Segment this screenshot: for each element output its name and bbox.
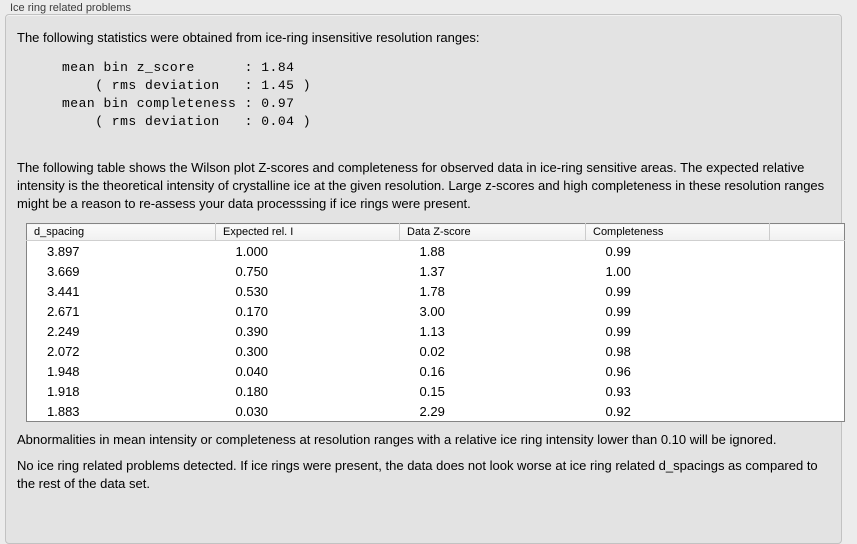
table-cell-empty	[770, 361, 845, 381]
table-cell: 1.78	[419, 283, 445, 299]
table-row[interactable]: 2.671 0.170 3.00 0.99	[27, 301, 845, 321]
table-cell-empty	[770, 241, 845, 262]
table-cell: 1.88	[419, 243, 445, 259]
column-header-d-spacing[interactable]: d_spacing	[26, 223, 216, 241]
table-cell: 0.16	[419, 363, 445, 379]
table-cell: 0.040	[235, 363, 269, 379]
table-cell: 3.441	[47, 283, 80, 299]
table-cell: 3.897	[47, 243, 80, 259]
table-cell: 0.170	[235, 303, 269, 319]
table-cell: 0.99	[605, 323, 631, 339]
table-cell: 2.249	[47, 323, 80, 339]
table-cell: 2.671	[47, 303, 80, 319]
table-cell: 1.918	[47, 383, 80, 399]
column-header-data-z-score[interactable]: Data Z-score	[399, 223, 586, 241]
table-cell: 0.02	[419, 343, 445, 359]
table-cell: 0.750	[235, 263, 269, 279]
table-cell-empty	[770, 381, 845, 401]
table-cell-empty	[770, 341, 845, 361]
table-cell: 1.000	[235, 243, 269, 259]
table-row[interactable]: 2.249 0.390 1.13 0.99	[27, 321, 845, 341]
conclusion-text: No ice ring related problems detected. I…	[17, 458, 818, 491]
table-cell: 1.948	[47, 363, 80, 379]
table-row[interactable]: 1.918 0.180 0.15 0.93	[27, 381, 845, 401]
panel-title: Ice ring related problems	[10, 2, 132, 14]
table-cell-empty	[770, 321, 845, 341]
table-header: d_spacing Expected rel. I Data Z-score Comp…	[26, 223, 845, 241]
table-cell-empty	[770, 281, 845, 301]
table-cell-empty	[770, 301, 845, 321]
intro-text: The following statistics were obtained f…	[17, 30, 480, 45]
table-cell: 1.13	[419, 323, 445, 339]
table-cell-empty	[770, 261, 845, 281]
table-cell: 0.99	[605, 243, 631, 259]
table-row[interactable]: 3.441 0.530 1.78 0.99	[27, 281, 845, 301]
column-header-expected-rel-i[interactable]: Expected rel. I	[215, 223, 400, 241]
table-cell: 1.00	[605, 263, 631, 279]
table-cell: 0.96	[605, 363, 631, 379]
table-header-row: d_spacing Expected rel. I Data Z-score Comp…	[26, 223, 845, 241]
ice-ring-table: d_spacing Expected rel. I Data Z-score Comp…	[26, 223, 845, 422]
table-row[interactable]: 3.669 0.750 1.37 1.00	[27, 261, 845, 281]
table-cell: 0.93	[605, 383, 631, 399]
table-cell: 0.530	[235, 283, 269, 299]
table-row[interactable]: 3.897 1.000 1.88 0.99	[27, 241, 845, 262]
table-row[interactable]: 1.948 0.040 0.16 0.96	[27, 361, 845, 381]
table-cell: 1.37	[419, 263, 445, 279]
table-cell-empty	[770, 401, 845, 422]
table-cell: 2.29	[419, 403, 445, 419]
table-row[interactable]: 2.072 0.300 0.02 0.98	[27, 341, 845, 361]
table-cell: 0.390	[235, 323, 269, 339]
table-cell: 0.98	[605, 343, 631, 359]
table-cell: 0.300	[235, 343, 269, 359]
table-cell: 0.92	[605, 403, 631, 419]
table-cell: 0.030	[235, 403, 269, 419]
description-text: The following table shows the Wilson plo…	[17, 160, 825, 211]
table-cell: 3.669	[47, 263, 80, 279]
ice-ring-groupbox: The following statistics were obtained f…	[5, 14, 845, 544]
table-cell: 0.15	[419, 383, 445, 399]
table-cell: 2.072	[47, 343, 80, 359]
column-header-completeness[interactable]: Completeness	[585, 223, 770, 241]
table-body: 3.897 1.000 1.88 0.99 3.669 0.750 1.37 1.00 3.44…	[27, 241, 845, 422]
stats-block: mean bin z_score : 1.84 ( rms deviation …	[62, 60, 312, 129]
table-cell: 1.883	[47, 403, 80, 419]
table-cell: 0.99	[605, 303, 631, 319]
table-cell: 3.00	[419, 303, 445, 319]
table-cell: 0.99	[605, 283, 631, 299]
table-row[interactable]: 1.883 0.030 2.29 0.92	[27, 401, 845, 422]
ignore-note: Abnormalities in mean intensity or compl…	[17, 432, 777, 447]
table-cell: 0.180	[235, 383, 269, 399]
column-header-blank[interactable]	[769, 223, 845, 241]
